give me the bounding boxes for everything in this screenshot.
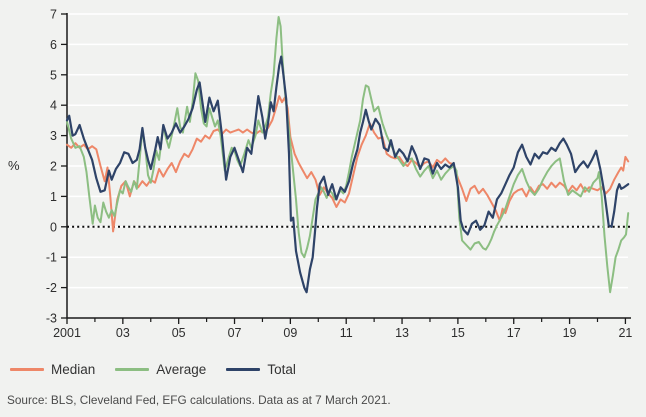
legend-swatch-total — [226, 367, 261, 371]
legend: Median Average Total — [10, 357, 316, 381]
y-tick-label: 0 — [50, 220, 57, 234]
y-tick-label: 5 — [50, 68, 57, 82]
legend-swatch-median — [10, 367, 44, 371]
x-tick-label: 05 — [172, 326, 186, 340]
legend-label: Average — [156, 361, 207, 377]
y-tick-label: -2 — [46, 281, 57, 295]
series-line-total — [65, 55, 630, 294]
y-axis-unit-label: % — [8, 158, 20, 173]
legend-item-average: Average — [115, 362, 206, 377]
legend-item-total: Total — [226, 362, 296, 377]
y-tick-label: 2 — [50, 160, 57, 174]
y-tick-label: -3 — [46, 312, 57, 326]
legend-item-median: Median — [10, 362, 95, 377]
x-tick-label: 19 — [563, 326, 577, 340]
y-tick-label: 6 — [50, 38, 57, 52]
y-tick-label: -1 — [46, 251, 57, 265]
y-tick-label: 3 — [50, 129, 57, 143]
x-tick-label: 2001 — [53, 326, 81, 340]
x-tick-label: 15 — [451, 326, 465, 340]
legend-label: Median — [51, 361, 96, 377]
source-note: Source: BLS, Cleveland Fed, EFG calculat… — [7, 393, 391, 407]
x-tick-label: 09 — [283, 326, 297, 340]
y-tick-label: 4 — [50, 99, 57, 113]
x-tick-label: 03 — [116, 326, 130, 340]
y-tick-label: 7 — [50, 8, 57, 22]
inflation-line-chart: 7 6 5 4 3 2 1 0 -1 -2 -3 2001 03 05 07 09 11 13 15 17 19 21 % — [8, 8, 633, 341]
x-tick-label: 21 — [618, 326, 632, 340]
legend-swatch-average — [115, 367, 150, 371]
series-line-average — [66, 16, 630, 294]
x-tick-label: 11 — [340, 326, 353, 340]
x-tick-label: 17 — [507, 326, 521, 340]
x-tick-label: 13 — [395, 326, 409, 340]
legend-label: Total — [267, 361, 296, 377]
series-line-median — [66, 95, 630, 233]
y-tick-label: 1 — [50, 190, 57, 204]
x-tick-label: 07 — [228, 326, 242, 340]
